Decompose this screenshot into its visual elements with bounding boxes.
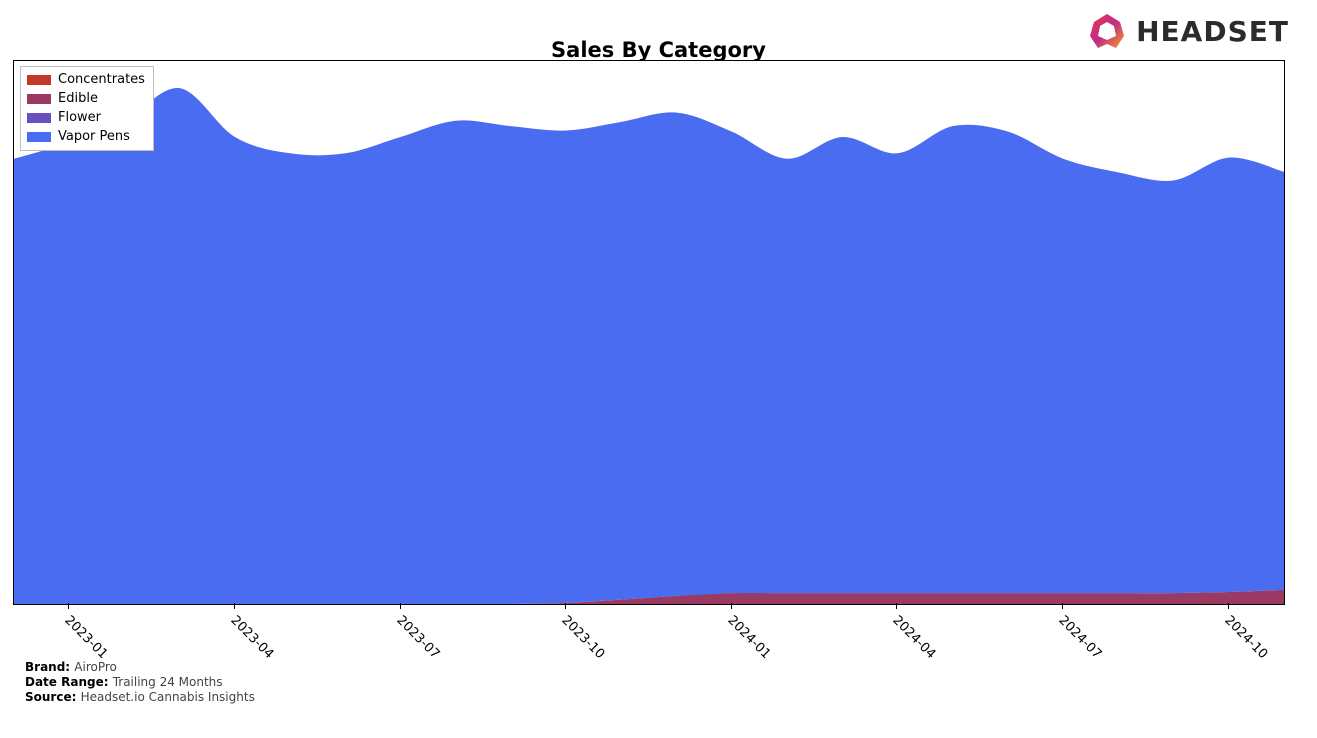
brand-logo-text: HEADSET <box>1136 15 1289 48</box>
xtick-label: 2023-04 <box>227 613 276 662</box>
meta-line: Source: Headset.io Cannabis Insights <box>25 690 255 705</box>
meta-block: Brand: AiroProDate Range: Trailing 24 Mo… <box>25 660 255 705</box>
plot-area: ConcentratesEdibleFlowerVapor Pens <box>13 60 1285 605</box>
legend-swatch <box>27 132 51 142</box>
meta-value: Trailing 24 Months <box>113 675 223 689</box>
legend: ConcentratesEdibleFlowerVapor Pens <box>20 66 154 151</box>
xtick-mark <box>234 603 235 609</box>
legend-label: Concentrates <box>58 71 145 90</box>
legend-swatch <box>27 75 51 85</box>
xtick-label: 2023-01 <box>62 613 111 662</box>
legend-item-vapor-pens: Vapor Pens <box>27 128 145 147</box>
xtick-mark <box>896 603 897 609</box>
xtick-label: 2024-04 <box>890 613 939 662</box>
xtick-mark <box>565 603 566 609</box>
xtick-mark <box>400 603 401 609</box>
headset-logo-icon <box>1086 10 1128 52</box>
meta-label: Brand: <box>25 660 74 674</box>
legend-item-flower: Flower <box>27 109 145 128</box>
meta-line: Brand: AiroPro <box>25 660 255 675</box>
legend-label: Flower <box>58 109 101 128</box>
xtick-label: 2024-10 <box>1221 613 1270 662</box>
legend-item-edible: Edible <box>27 90 145 109</box>
xtick-mark <box>68 603 69 609</box>
meta-value: Headset.io Cannabis Insights <box>81 690 255 704</box>
legend-swatch <box>27 94 51 104</box>
legend-label: Edible <box>58 90 98 109</box>
xtick-label: 2023-07 <box>393 613 442 662</box>
xtick-mark <box>1228 603 1229 609</box>
meta-value: AiroPro <box>74 660 117 674</box>
legend-label: Vapor Pens <box>58 128 130 147</box>
chart-container: Sales By Category HEADSET ConcentratesEd… <box>0 0 1317 738</box>
xtick-label: 2023-10 <box>559 613 608 662</box>
series-vapor-pens <box>14 88 1284 604</box>
legend-item-concentrates: Concentrates <box>27 71 145 90</box>
xtick-mark <box>731 603 732 609</box>
xtick-label: 2024-07 <box>1056 613 1105 662</box>
meta-line: Date Range: Trailing 24 Months <box>25 675 255 690</box>
area-chart-svg <box>14 61 1284 604</box>
xtick-mark <box>1062 603 1063 609</box>
legend-swatch <box>27 113 51 123</box>
meta-label: Source: <box>25 690 81 704</box>
brand-logo: HEADSET <box>1086 10 1289 52</box>
xtick-label: 2024-01 <box>724 613 773 662</box>
meta-label: Date Range: <box>25 675 113 689</box>
